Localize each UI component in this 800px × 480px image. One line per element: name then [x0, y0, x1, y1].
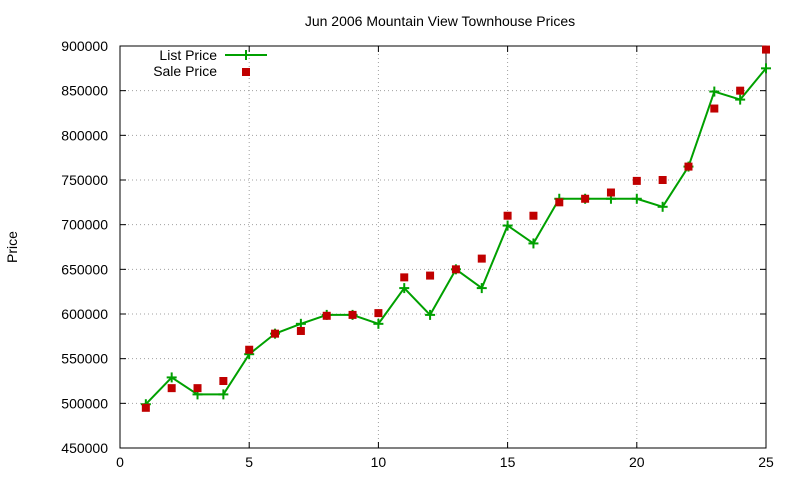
list-price-point [476, 283, 487, 294]
y-tick-label: 550000 [61, 351, 108, 367]
legend-label-sale-price: Sale Price [153, 63, 217, 79]
series-list-price [140, 63, 771, 410]
plot-border [119, 45, 767, 449]
y-tick-label: 600000 [61, 306, 108, 322]
grid-lines [120, 46, 766, 448]
sale-price-point [167, 384, 176, 393]
legend-label-list-price: List Price [159, 47, 217, 63]
sale-price-point [606, 188, 615, 197]
y-axis-tick-labels: 450000 500000 550000 600000 650000 700000 7500… [61, 38, 108, 456]
sale-price-point [193, 384, 202, 393]
sale-price-point [477, 254, 486, 263]
list-price-point [735, 94, 746, 105]
list-price-point [631, 193, 642, 204]
sale-price-point [710, 104, 719, 113]
sale-price-point [426, 271, 435, 280]
axis-ticks [119, 45, 767, 449]
list-price-point [399, 283, 410, 294]
x-tick-label: 0 [116, 454, 124, 470]
x-tick-label: 15 [500, 454, 516, 470]
list-price-point [761, 63, 771, 74]
legend-sample-list-price [225, 50, 267, 60]
y-tick-label: 450000 [61, 440, 108, 456]
sale-price-point [684, 162, 693, 171]
chart-title: Jun 2006 Mountain View Townhouse Prices [305, 13, 575, 29]
sale-price-point [658, 176, 667, 184]
series-sale-price [141, 45, 770, 412]
x-tick-label: 25 [758, 454, 774, 470]
sale-price-point [581, 194, 590, 203]
sale-price-point [503, 211, 512, 220]
y-tick-label: 900000 [61, 38, 108, 54]
sale-price-point [762, 45, 770, 54]
legend-sample-sale-price [242, 68, 250, 76]
y-tick-label: 500000 [61, 395, 108, 411]
sale-price-point [219, 377, 228, 385]
list-price-point [528, 238, 539, 249]
sale-price-point [271, 329, 280, 338]
y-tick-label: 850000 [61, 83, 108, 99]
sale-price-point [322, 311, 331, 320]
list-price-point [166, 372, 177, 383]
x-tick-label: 10 [371, 454, 387, 470]
list-price-point [425, 309, 436, 320]
y-tick-label: 800000 [61, 127, 108, 143]
sale-price-point [296, 326, 305, 335]
x-axis-tick-labels: 0 5 10 15 20 25 [116, 454, 774, 470]
list-price-point [709, 86, 720, 97]
x-tick-label: 20 [629, 454, 645, 470]
list-price-point [657, 201, 668, 212]
list-price-line [145, 67, 767, 405]
sale-price-point [529, 211, 538, 220]
sale-price-point [245, 345, 254, 354]
y-axis-label: Price [4, 231, 20, 263]
sale-price-point [736, 86, 745, 95]
legend-plus-marker [241, 50, 251, 60]
sale-price-point [555, 198, 564, 207]
sale-price-point [141, 403, 150, 412]
legend: List Price Sale Price [153, 47, 267, 79]
sale-price-point [632, 176, 641, 185]
sale-price-point [400, 273, 409, 282]
sale-price-point [451, 265, 460, 274]
sale-price-point [374, 309, 383, 318]
y-tick-label: 650000 [61, 261, 108, 277]
sale-price-point [348, 310, 357, 319]
list-price-point [373, 318, 384, 329]
plot-frame [119, 45, 767, 449]
data-series [140, 45, 771, 412]
legend-square-marker [242, 68, 250, 76]
list-price-point [218, 389, 229, 400]
y-tick-label: 750000 [61, 172, 108, 188]
x-tick-label: 5 [245, 454, 253, 470]
y-tick-label: 700000 [61, 217, 108, 233]
list-price-point [502, 220, 513, 231]
